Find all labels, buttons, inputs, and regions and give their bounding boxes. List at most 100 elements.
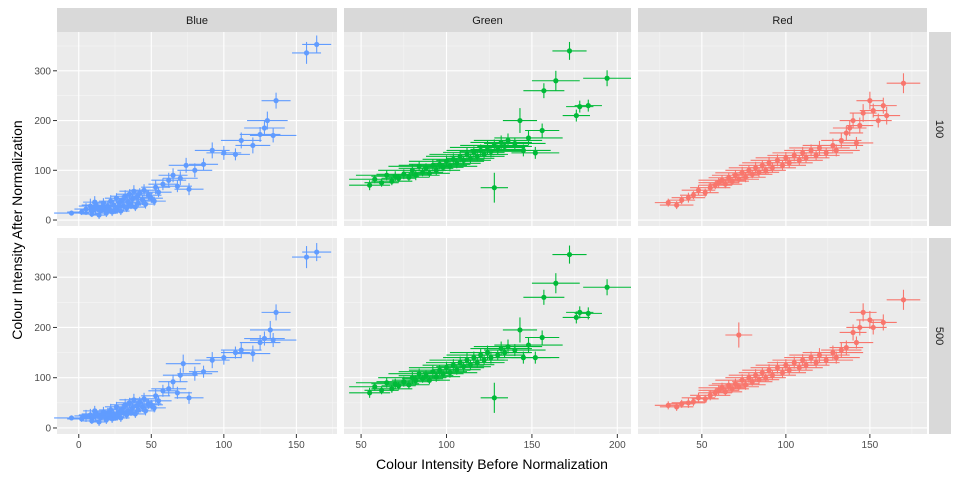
data-point xyxy=(436,155,491,166)
point-marker xyxy=(843,344,849,351)
data-point xyxy=(162,171,198,186)
point-marker xyxy=(183,162,189,168)
point-marker xyxy=(68,210,75,216)
point-marker xyxy=(512,347,518,353)
point-marker xyxy=(460,364,467,370)
data-point xyxy=(758,160,807,171)
point-marker xyxy=(674,202,680,208)
data-point xyxy=(832,120,867,136)
point-marker xyxy=(850,117,856,124)
point-marker xyxy=(389,178,395,184)
data-point xyxy=(523,289,565,305)
point-marker xyxy=(447,370,453,376)
point-marker xyxy=(257,131,263,138)
point-marker xyxy=(170,379,176,385)
point-marker xyxy=(250,142,256,149)
point-marker xyxy=(488,355,494,361)
point-marker xyxy=(756,377,762,383)
data-point xyxy=(511,351,560,364)
point-marker xyxy=(585,103,591,109)
data-point xyxy=(261,304,291,321)
point-marker xyxy=(763,167,769,173)
point-marker xyxy=(525,342,532,348)
data-point xyxy=(158,168,188,183)
point-marker xyxy=(314,249,320,255)
point-marker xyxy=(118,208,124,214)
strip-label-red: Red xyxy=(772,15,792,27)
data-point xyxy=(449,151,505,162)
data-point xyxy=(523,83,565,99)
data-point xyxy=(856,310,884,329)
panel-background xyxy=(638,32,927,226)
data-point xyxy=(129,392,159,405)
point-marker xyxy=(177,175,183,181)
point-marker xyxy=(314,41,320,48)
point-marker xyxy=(68,415,75,421)
point-marker xyxy=(238,347,244,353)
y-tick-label: 0 xyxy=(45,216,51,227)
point-marker xyxy=(372,384,378,390)
data-point xyxy=(494,338,563,353)
point-marker xyxy=(857,122,863,129)
strips-layer: Blue Green Red 100 500 xyxy=(57,8,951,434)
point-marker xyxy=(501,143,508,150)
point-marker xyxy=(160,181,166,187)
point-marker xyxy=(467,155,474,161)
data-point xyxy=(502,317,538,343)
data-point xyxy=(129,184,159,197)
data-point xyxy=(748,370,796,381)
axes-layer: 0 100 200 300 0 50 100 150 0 100 200 300 50 100 150 200… xyxy=(34,66,878,451)
point-marker xyxy=(707,185,713,191)
strip-row-500 xyxy=(929,238,951,434)
data-point xyxy=(422,161,478,172)
point-marker xyxy=(501,349,508,356)
point-marker xyxy=(539,127,545,134)
point-marker xyxy=(270,337,276,343)
point-marker xyxy=(132,411,138,417)
point-marker xyxy=(396,383,402,389)
data-point xyxy=(460,149,508,160)
data-point xyxy=(758,367,807,378)
point-marker xyxy=(113,404,120,410)
data-point xyxy=(470,350,526,361)
data-point xyxy=(496,144,551,157)
point-marker xyxy=(113,195,120,201)
point-marker xyxy=(174,183,181,189)
point-marker xyxy=(433,374,439,380)
point-marker xyxy=(813,152,819,158)
point-marker xyxy=(884,112,890,119)
data-point xyxy=(158,374,188,389)
point-marker xyxy=(577,104,583,110)
point-marker xyxy=(460,157,467,163)
point-marker xyxy=(478,147,484,153)
point-marker xyxy=(372,176,378,182)
data-point xyxy=(869,97,897,114)
point-marker xyxy=(769,165,776,171)
point-marker xyxy=(426,377,433,383)
panel-green-500 xyxy=(344,238,631,434)
point-marker xyxy=(108,198,114,204)
x-tick-label: 0 xyxy=(76,440,82,451)
data-point xyxy=(473,133,543,148)
point-marker xyxy=(707,392,713,398)
point-marker xyxy=(166,177,172,183)
data-point xyxy=(484,344,546,357)
point-marker xyxy=(135,200,141,206)
point-marker xyxy=(867,98,873,104)
point-marker xyxy=(389,386,395,392)
point-marker xyxy=(467,362,474,368)
point-marker xyxy=(823,150,829,156)
data-point xyxy=(174,183,204,196)
point-marker xyxy=(454,160,460,166)
x-tick-label: 50 xyxy=(696,440,708,451)
point-marker xyxy=(702,396,708,402)
x-tick-label: 100 xyxy=(778,440,795,451)
point-marker xyxy=(495,146,501,152)
data-point xyxy=(145,187,172,198)
point-marker xyxy=(135,407,141,413)
point-marker xyxy=(192,167,198,173)
y-tick-label: 100 xyxy=(34,373,51,384)
point-marker xyxy=(303,50,310,56)
data-point xyxy=(412,371,461,382)
data-point xyxy=(141,180,171,195)
